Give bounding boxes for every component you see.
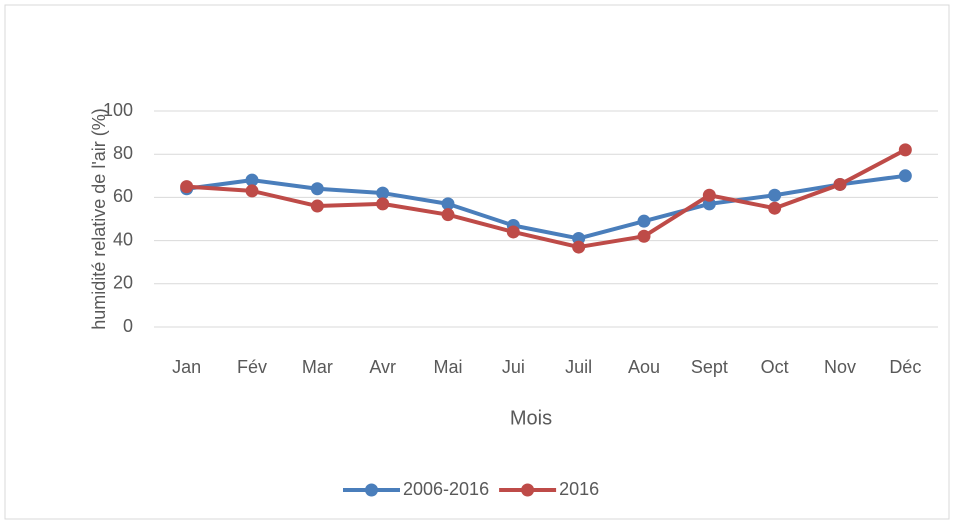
x-tick-label: Mar bbox=[302, 357, 333, 377]
data-point bbox=[310, 182, 324, 196]
data-point bbox=[637, 214, 651, 228]
data-point bbox=[245, 173, 259, 187]
x-tick-label: Fév bbox=[237, 357, 267, 377]
y-axis-label: humidité relative de l'air (%) bbox=[89, 108, 109, 330]
x-tick-label: Aou bbox=[628, 357, 660, 377]
x-tick-label: Déc bbox=[889, 357, 921, 377]
data-point bbox=[376, 186, 390, 200]
data-point bbox=[898, 169, 912, 183]
x-tick-label: Mai bbox=[433, 357, 462, 377]
data-point bbox=[506, 225, 520, 239]
x-tick-label: Avr bbox=[369, 357, 396, 377]
x-tick-label: Jan bbox=[172, 357, 201, 377]
data-point bbox=[441, 208, 455, 222]
data-point bbox=[376, 197, 390, 211]
data-point bbox=[441, 197, 455, 211]
chart-frame bbox=[4, 4, 950, 520]
legend-marker bbox=[521, 483, 535, 497]
legend-label: 2006-2016 bbox=[403, 479, 489, 499]
data-point bbox=[637, 229, 651, 243]
x-tick-label: Juil bbox=[565, 357, 592, 377]
series-line bbox=[186, 173, 906, 241]
data-point bbox=[180, 180, 194, 194]
y-tick-label: 100 bbox=[103, 100, 133, 120]
series-line bbox=[186, 148, 907, 250]
data-point bbox=[768, 188, 782, 202]
data-point bbox=[245, 184, 259, 198]
y-tick-label: 80 bbox=[113, 143, 133, 163]
data-point bbox=[768, 201, 782, 215]
data-point bbox=[572, 240, 586, 254]
data-point bbox=[310, 199, 324, 213]
y-tick-label: 40 bbox=[113, 229, 133, 249]
legend-marker bbox=[365, 483, 378, 497]
x-axis-label: Mois bbox=[510, 407, 552, 429]
legend-label: 2016 bbox=[559, 479, 599, 499]
data-point bbox=[702, 188, 716, 202]
y-tick-label: 60 bbox=[113, 186, 133, 206]
data-point bbox=[898, 143, 912, 157]
data-point bbox=[833, 177, 847, 191]
x-tick-label: Oct bbox=[761, 357, 789, 377]
x-tick-label: Nov bbox=[824, 357, 856, 377]
x-tick-label: Sept bbox=[691, 357, 728, 377]
x-tick-label: Jui bbox=[502, 357, 525, 377]
y-tick-label: 20 bbox=[113, 273, 133, 293]
y-tick-label: 0 bbox=[123, 316, 133, 336]
